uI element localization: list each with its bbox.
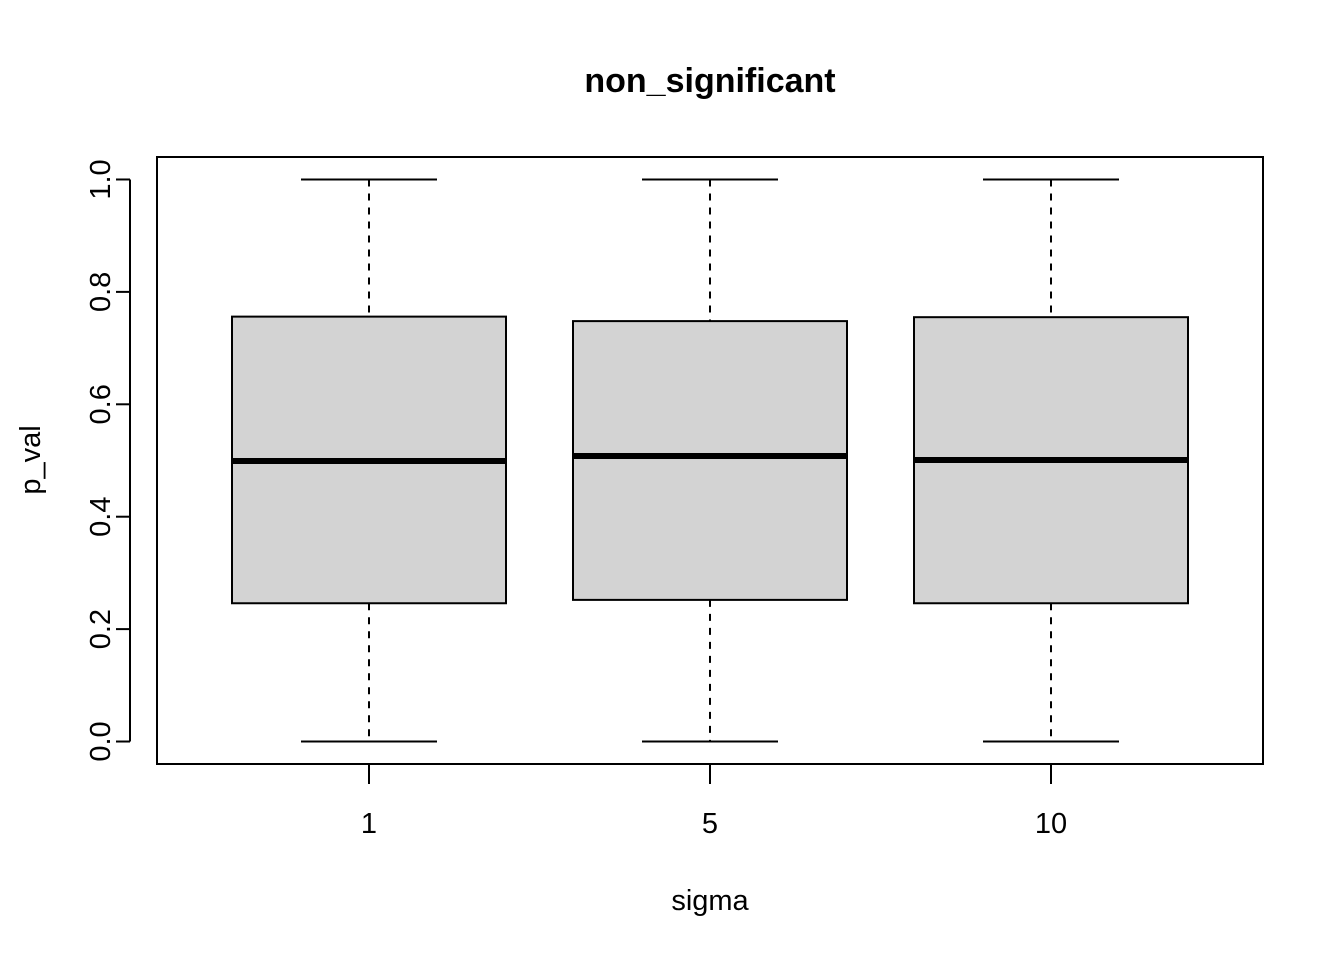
- y-tick-label: 0.2: [85, 609, 117, 649]
- chart-title: non_significant: [584, 62, 835, 100]
- y-tick-label: 0.6: [85, 384, 117, 424]
- x-axis: 1 5 10: [361, 764, 1067, 840]
- box-10: [913, 178, 1189, 743]
- x-tick-label: 10: [1035, 808, 1067, 840]
- y-tick-label: 1.0: [85, 159, 117, 199]
- y-axis-label: p_val: [15, 425, 47, 494]
- x-tick-label: 5: [702, 808, 718, 840]
- y-tick-label: 0.8: [85, 272, 117, 312]
- x-tick-label: 1: [361, 808, 377, 840]
- box-1: [231, 178, 507, 743]
- y-tick-label: 0.0: [85, 721, 117, 761]
- y-tick-label: 0.4: [85, 497, 117, 537]
- box-5: [572, 178, 848, 743]
- y-axis: 0.0 0.2 0.4 0.6 0.8 1.0: [85, 159, 131, 762]
- iqr-box: [572, 320, 848, 601]
- x-axis-label: sigma: [671, 885, 749, 917]
- boxes-group: [231, 178, 1189, 743]
